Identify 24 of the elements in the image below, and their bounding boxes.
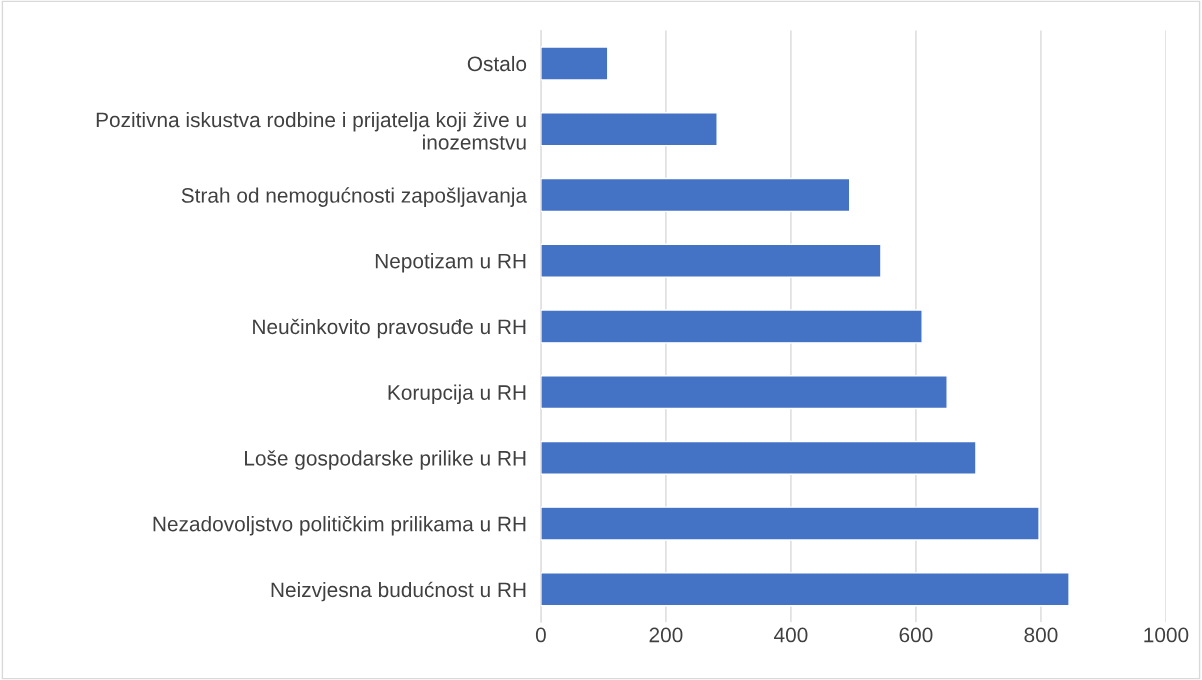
y-tick-label: Korupcija u RH bbox=[388, 384, 526, 405]
bar bbox=[540, 506, 1040, 541]
x-tick-label: 400 bbox=[774, 627, 808, 643]
y-tick-label: Ostalo bbox=[467, 55, 527, 72]
x-tick-label: 600 bbox=[899, 627, 933, 643]
bar bbox=[540, 177, 851, 213]
bar bbox=[540, 243, 882, 278]
y-tick-label: Nepotizam u RH bbox=[375, 253, 526, 273]
y-tick-label: Loše gospodarske prilike u RH bbox=[245, 450, 526, 470]
x-tick-label: 800 bbox=[1024, 627, 1058, 643]
bar bbox=[540, 440, 977, 475]
x-tick-label: 200 bbox=[649, 627, 683, 643]
y-tick-label: Strah od nemogućnosti zapošljavanja bbox=[181, 187, 528, 207]
bar bbox=[540, 112, 718, 147]
y-tick-label: Neizvjesna budućnost u RH bbox=[271, 581, 526, 602]
bar bbox=[540, 46, 609, 81]
y-tick-label: Neučinkovito pravosuđe u RH bbox=[253, 318, 526, 339]
y-tick-label: Pozitivna iskustva rodbine i prijatelja koji žive u inozemstvu bbox=[96, 111, 526, 150]
bar bbox=[540, 375, 948, 410]
x-tick-label: 1000 bbox=[1144, 627, 1189, 643]
y-tick-label: Nezadovoljstvo političkim prilikama u RH bbox=[153, 516, 526, 536]
x-tick-label: 0 bbox=[535, 627, 546, 643]
bar bbox=[540, 309, 923, 344]
bar bbox=[540, 572, 1070, 607]
